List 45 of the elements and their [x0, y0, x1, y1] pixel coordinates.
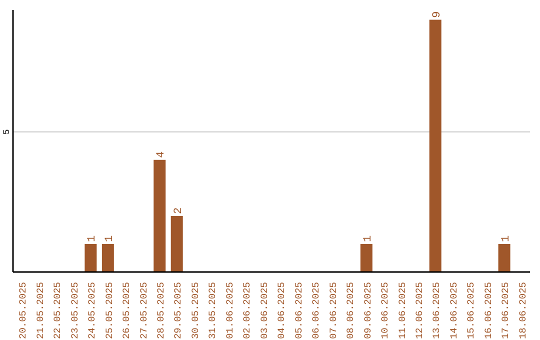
data-label: 1: [104, 234, 116, 242]
x-tick-label: 03.06.2025: [258, 282, 270, 340]
x-tick-label: 14.06.2025: [448, 282, 460, 340]
x-tick-label: 18.06.2025: [517, 282, 528, 340]
x-tick-label: 17.06.2025: [500, 282, 512, 340]
x-tick-label: 30.05.2025: [190, 282, 201, 340]
x-tick-label: 25.05.2025: [104, 282, 115, 340]
x-tick-label: 16.06.2025: [482, 282, 494, 340]
bar: [102, 244, 114, 272]
x-tick-label: 07.06.2025: [328, 282, 339, 340]
bar: [84, 244, 97, 272]
x-tick-label: 05.06.2025: [293, 282, 304, 340]
data-label: 1: [500, 234, 512, 242]
data-label: 1: [86, 234, 99, 242]
data-label: 2: [172, 207, 185, 214]
data-label: 1: [362, 234, 374, 242]
x-tick-label: 27.05.2025: [138, 282, 150, 340]
bar: [170, 216, 183, 272]
x-tick-label: 04.06.2025: [276, 282, 288, 340]
x-tick-label: 01.06.2025: [224, 282, 236, 340]
x-tick-label: 20.05.2025: [18, 282, 29, 340]
x-tick-label: 10.06.2025: [380, 282, 391, 340]
x-tick-label: 02.06.2025: [242, 282, 253, 340]
x-tick-label: 08.06.2025: [345, 282, 356, 340]
x-tick-label: 24.05.2025: [86, 282, 98, 340]
x-tick-label: 15.06.2025: [466, 282, 477, 340]
x-tick-label: 21.05.2025: [34, 282, 46, 340]
y-tick-label: 5: [2, 129, 12, 135]
data-label: 9: [431, 11, 444, 18]
x-tick-label: 13.06.2025: [431, 282, 442, 340]
x-tick-label: 09.06.2025: [362, 282, 374, 340]
x-tick-label: 28.05.2025: [155, 282, 166, 340]
x-tick-label: 11.06.2025: [396, 282, 408, 340]
x-tick-label: 12.06.2025: [414, 282, 425, 340]
bar: [154, 160, 166, 272]
x-tick-label: 06.06.2025: [310, 282, 322, 340]
x-tick-label: 29.05.2025: [172, 282, 184, 340]
bar: [498, 244, 510, 272]
x-tick-label: 31.05.2025: [207, 282, 218, 340]
x-tick-label: 23.05.2025: [69, 282, 80, 340]
x-tick-label: 26.05.2025: [121, 282, 132, 340]
bar: [360, 244, 372, 272]
bar: [429, 20, 442, 272]
x-tick-label: 22.05.2025: [52, 282, 64, 340]
data-label: 4: [156, 150, 168, 158]
